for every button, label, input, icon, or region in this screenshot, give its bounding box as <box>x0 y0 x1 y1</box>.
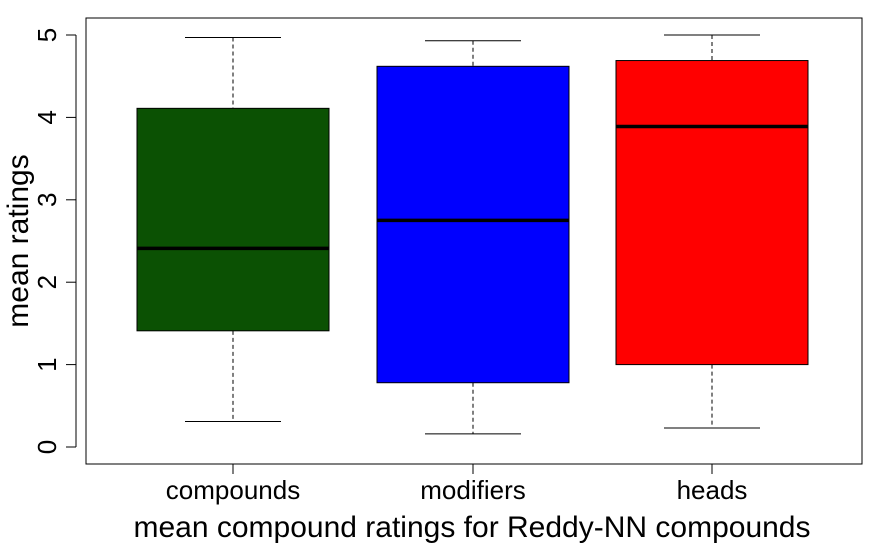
y-tick-label: 3 <box>32 193 62 207</box>
y-tick-label: 2 <box>32 275 62 289</box>
y-tick-label: 5 <box>32 28 62 42</box>
x-axis: compounds modifiers heads <box>166 463 748 505</box>
box-rect <box>376 65 570 384</box>
box-rect <box>615 60 809 366</box>
x-tick-label: compounds <box>166 475 300 505</box>
box-compounds <box>136 36 330 422</box>
x-axis-title: mean compound ratings for Reddy-NN compo… <box>133 511 810 544</box>
y-axis: 0 1 2 3 4 5 <box>32 28 77 454</box>
y-tick-label: 1 <box>32 357 62 371</box>
x-tick-label: heads <box>677 475 748 505</box>
box-modifiers <box>376 40 570 435</box>
x-tick-label: modifiers <box>420 475 525 505</box>
box-heads <box>615 34 809 429</box>
y-axis-title: mean ratings <box>2 154 35 327</box>
y-tick-label: 0 <box>32 440 62 454</box>
box-rect <box>136 107 330 332</box>
y-tick-label: 4 <box>32 110 62 124</box>
boxes <box>136 34 809 435</box>
